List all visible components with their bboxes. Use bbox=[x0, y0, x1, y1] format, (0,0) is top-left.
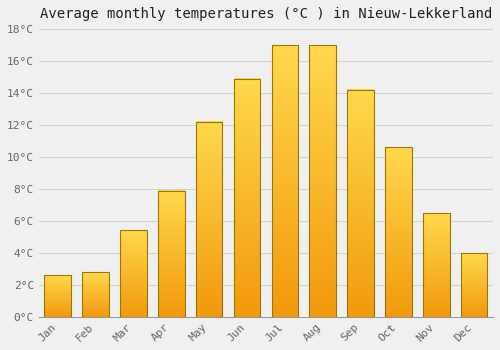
Bar bbox=[423, 213, 450, 317]
Bar bbox=[82, 272, 109, 317]
Bar bbox=[196, 122, 222, 317]
Bar bbox=[310, 45, 336, 317]
Bar bbox=[158, 190, 184, 317]
Bar bbox=[385, 147, 411, 317]
Bar bbox=[234, 79, 260, 317]
Bar bbox=[44, 275, 71, 317]
Bar bbox=[461, 253, 487, 317]
Bar bbox=[348, 90, 374, 317]
Title: Average monthly temperatures (°C ) in Nieuw-Lekkerland: Average monthly temperatures (°C ) in Ni… bbox=[40, 7, 492, 21]
Bar bbox=[272, 45, 298, 317]
Bar bbox=[120, 231, 146, 317]
